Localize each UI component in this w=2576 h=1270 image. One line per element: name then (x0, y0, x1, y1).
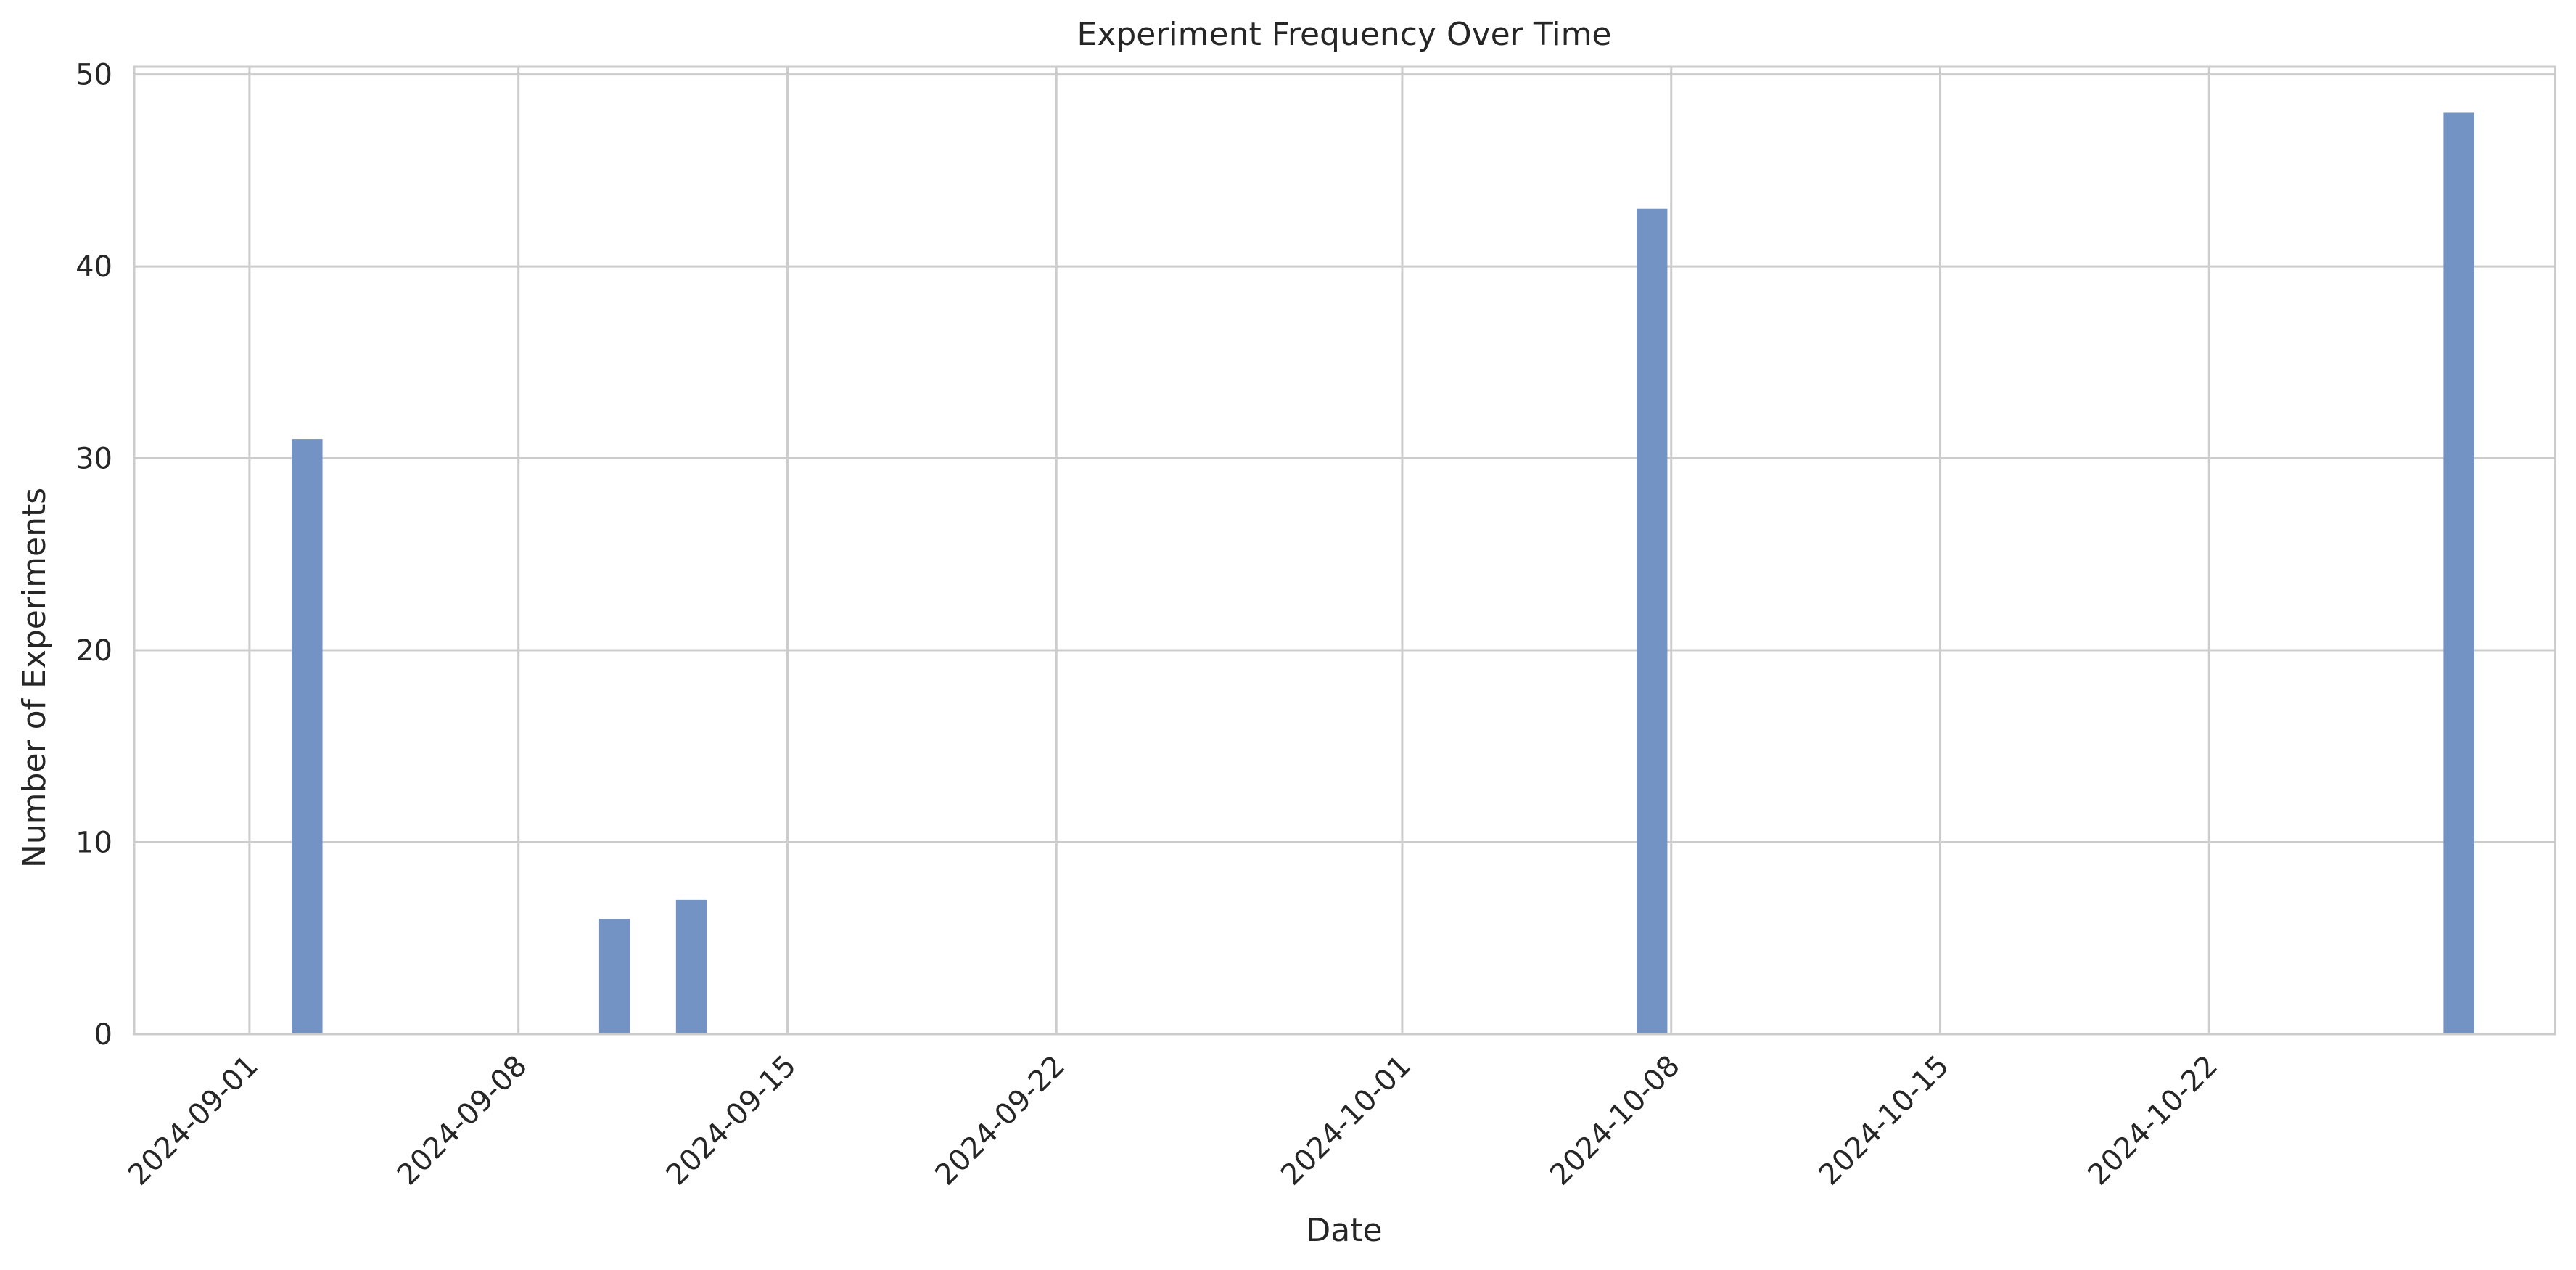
bar-2024-09-12 (675, 899, 707, 1034)
y-tick-label: 0 (94, 1018, 112, 1052)
y-axis-label: Number of Experiments (16, 488, 53, 868)
y-tick-label: 10 (75, 827, 112, 860)
y-tick-label: 50 (75, 59, 112, 92)
bar-2024-09-10 (598, 919, 630, 1034)
y-tick-labels: 0 10 20 30 40 50 (75, 59, 112, 1052)
chart-title: Experiment Frequency Over Time (1077, 16, 1612, 53)
y-tick-label: 40 (75, 250, 112, 284)
bar-2024-10-28 (2443, 112, 2474, 1034)
grid-layer (134, 67, 2555, 1036)
y-tick-label: 20 (75, 634, 112, 668)
bar-2024-09-02 (292, 439, 323, 1034)
y-tick-label: 30 (75, 443, 112, 476)
x-axis-label: Date (1306, 1212, 1382, 1249)
bar-2024-10-07 (1637, 208, 1668, 1034)
bar-layer (292, 112, 2474, 1034)
plot-frame (133, 65, 2556, 1036)
